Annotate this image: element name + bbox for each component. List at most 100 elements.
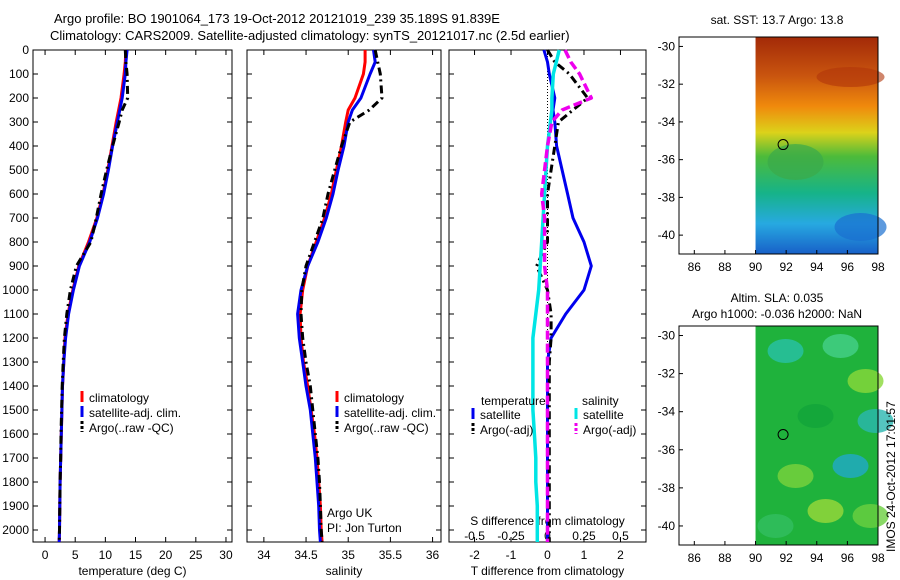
- y-tick-label: 300: [9, 115, 29, 129]
- y-tick-label: -40: [658, 228, 676, 242]
- series-line-1: [57, 49, 129, 543]
- map-subtitle-sla: Argo h1000: -0.036 h2000: NaN: [692, 307, 862, 321]
- x-tick-label: 5: [72, 548, 79, 562]
- legend-label: Argo(..raw -QC): [89, 421, 174, 435]
- y-tick-label: 2000: [2, 523, 29, 537]
- x-tick-label: -2: [469, 548, 480, 562]
- y-tick-label: 100: [9, 67, 29, 81]
- x-axis-label: salinity: [326, 564, 363, 578]
- y-tick-label: 1000: [2, 283, 29, 297]
- figure-title-line2: Climatology: CARS2009. Satellite-adjuste…: [50, 28, 570, 43]
- annotation-line: PI: Jon Turton: [327, 521, 402, 535]
- legend-label: satellite: [583, 408, 624, 422]
- y-tick-label: 900: [9, 259, 29, 273]
- sla-patch: [797, 404, 834, 428]
- sla-patch: [757, 514, 794, 538]
- x-tick-label: 10: [99, 548, 113, 562]
- x-axis-label: T difference from climatology: [471, 564, 625, 578]
- legend-label: satellite-adj. clim.: [344, 406, 436, 420]
- x-tick-label: 86: [688, 551, 702, 565]
- panel-temperature: 0100200300400500600700800900100011001200…: [2, 43, 233, 578]
- y-tick-label: 1700: [2, 451, 29, 465]
- y-tick-label: 600: [9, 187, 29, 201]
- y-tick-label: -36: [658, 443, 676, 457]
- y-tick-label: -30: [658, 39, 676, 53]
- x-tick-label: 98: [871, 260, 885, 274]
- x-tick-label: 36: [426, 548, 440, 562]
- y-tick-label: 400: [9, 139, 29, 153]
- x-tick-label-top: -0.5: [464, 529, 485, 543]
- figure-title-line1: Argo profile: BO 1901064_173 19-Oct-2012…: [54, 11, 500, 26]
- legend-group-label: temperature: [481, 394, 546, 408]
- legend-label: Argo(-adj): [583, 423, 636, 437]
- x-tick-label: 30: [219, 548, 233, 562]
- x-tick-label: -1: [506, 548, 517, 562]
- x-tick-label: 92: [779, 260, 793, 274]
- panel-frame: [32, 49, 233, 543]
- y-tick-label: -34: [658, 405, 676, 419]
- x-tick-label: 90: [749, 260, 763, 274]
- x-tick-label: 2: [617, 548, 624, 562]
- sla-patch: [857, 409, 894, 433]
- panel-salinity: 34 34.5 35 35.5 36 salinity climatologysatelli…: [246, 49, 442, 578]
- y-tick-label: 1300: [2, 355, 29, 369]
- series-line-3: [539, 49, 594, 542]
- legend-label: Argo(..raw -QC): [344, 421, 429, 435]
- timestamp-stamp: IMOS 24-Oct-2012 17:01:57: [884, 401, 898, 552]
- x-tick-label: 86: [688, 260, 702, 274]
- x-tick-label: 94: [810, 551, 824, 565]
- x-tick-label: 92: [779, 551, 793, 565]
- y-tick-label: 0: [22, 43, 29, 57]
- x-tick-label: 0: [544, 548, 551, 562]
- x-tick-label: 1: [581, 548, 588, 562]
- legend-label: climatology: [89, 391, 149, 405]
- y-tick-label: -32: [658, 77, 676, 91]
- sla-patch: [777, 464, 814, 488]
- y-tick-label: 1900: [2, 499, 29, 513]
- series-line-2: [299, 49, 384, 543]
- series-line-1: [296, 49, 377, 543]
- x-tick-label: 0: [42, 548, 49, 562]
- sst-patch: [816, 67, 885, 87]
- x-tick-label: 94: [810, 260, 824, 274]
- legend-label: satellite-adj. clim.: [89, 406, 181, 420]
- x-tick-label: 34: [257, 548, 271, 562]
- map-frame: [678, 325, 879, 546]
- series-line-2: [57, 49, 130, 543]
- annotation-line: Argo UK: [327, 506, 372, 520]
- y-tick-label: 1800: [2, 475, 29, 489]
- y-tick-label: -36: [658, 153, 676, 167]
- map-sst: 86 88 90 92 94 96 98 -30 -32 -34 -36 -38 -40: [658, 36, 887, 274]
- series-line-2: [531, 49, 561, 542]
- y-tick-label: 1200: [2, 331, 29, 345]
- x-tick-label: 88: [718, 260, 732, 274]
- sla-patch: [832, 454, 869, 478]
- legend-label: satellite: [480, 408, 521, 422]
- y-tick-label: 200: [9, 91, 29, 105]
- x-tick-label: 96: [841, 260, 855, 274]
- legend-group-label: salinity: [582, 394, 619, 408]
- map-title-sst: sat. SST: 13.7 Argo: 13.8: [711, 13, 844, 27]
- x-tick-label-top: 0.25: [572, 529, 596, 543]
- sla-patch: [852, 504, 889, 528]
- float-position-marker: [777, 139, 789, 151]
- sst-patch: [834, 213, 887, 241]
- x-axis-label: temperature (deg C): [78, 564, 186, 578]
- sla-patch: [847, 369, 884, 393]
- x-tick-label-top: 0.5: [612, 529, 629, 543]
- map-sla: 86 88 90 92 94 96 98 -30 -32 -34 -36 -38 -40: [658, 325, 894, 565]
- y-tick-label: -30: [658, 329, 676, 343]
- y-tick-label: 1100: [3, 307, 29, 321]
- float-position-marker: [777, 429, 789, 441]
- sla-patch: [807, 499, 844, 523]
- y-tick-label: -32: [658, 367, 676, 381]
- legend-label: climatology: [344, 391, 404, 405]
- x-tick-label: 88: [718, 551, 732, 565]
- x-tick-label: 35: [342, 548, 356, 562]
- y-tick-label: -34: [658, 115, 676, 129]
- map-frame: [678, 36, 879, 255]
- x-tick-label: 20: [159, 548, 173, 562]
- y-tick-label: -40: [658, 519, 676, 533]
